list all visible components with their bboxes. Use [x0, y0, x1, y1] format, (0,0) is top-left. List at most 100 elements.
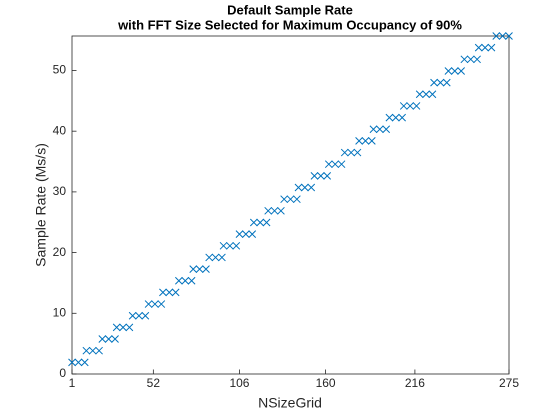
- marker: [367, 137, 376, 145]
- marker: [492, 32, 501, 40]
- marker: [205, 253, 214, 262]
- marker: [111, 335, 119, 343]
- marker: [249, 218, 258, 227]
- marker: [460, 55, 469, 64]
- marker: [175, 276, 183, 285]
- marker: [415, 90, 424, 99]
- y-tick-label: 50: [53, 63, 67, 77]
- marker: [498, 32, 507, 40]
- marker: [316, 172, 325, 180]
- chart-title: Default Sample Rate: [227, 2, 353, 17]
- marker: [226, 241, 234, 250]
- marker: [347, 148, 355, 157]
- marker: [104, 335, 113, 343]
- marker: [422, 90, 430, 99]
- marker: [241, 230, 250, 238]
- marker: [157, 300, 166, 308]
- marker: [436, 78, 445, 87]
- marker: [375, 125, 384, 134]
- marker: [218, 253, 226, 262]
- x-tick-label: 52: [147, 376, 161, 390]
- x-tick-label: 216: [405, 376, 425, 390]
- marker: [125, 323, 134, 332]
- marker: [270, 206, 279, 215]
- y-tick-label: 0: [59, 366, 66, 380]
- marker: [442, 78, 451, 87]
- marker: [286, 195, 295, 204]
- marker: [355, 137, 363, 145]
- marker: [481, 43, 489, 52]
- marker: [189, 265, 198, 273]
- marker: [487, 43, 496, 52]
- x-axis-label: NSizeGrid: [258, 395, 322, 411]
- x-tick-label: 1: [69, 376, 76, 390]
- marker: [248, 230, 257, 238]
- marker: [165, 288, 174, 297]
- y-axis-label: Sample Rate (Ms/s): [33, 143, 49, 267]
- marker: [474, 43, 483, 52]
- x-tick-label: 160: [316, 376, 336, 390]
- marker: [412, 102, 421, 110]
- marker: [128, 311, 137, 320]
- marker: [428, 90, 437, 99]
- marker: [68, 358, 76, 367]
- marker: [466, 55, 475, 64]
- marker: [202, 265, 210, 273]
- marker: [181, 276, 190, 285]
- y-tick-label: 10: [53, 305, 67, 319]
- marker: [232, 241, 241, 250]
- marker: [159, 288, 167, 297]
- marker: [307, 183, 316, 192]
- y-tick-label: 30: [53, 184, 67, 198]
- marker: [353, 148, 362, 157]
- axes-box: [71, 35, 510, 375]
- marker: [171, 288, 180, 297]
- marker: [80, 358, 89, 367]
- marker: [195, 265, 204, 273]
- marker: [399, 102, 408, 110]
- marker: [135, 311, 143, 320]
- marker: [144, 300, 153, 308]
- marker: [369, 125, 378, 134]
- y-tick-label: 40: [53, 123, 67, 137]
- marker: [301, 183, 309, 192]
- marker: [385, 113, 394, 122]
- marker: [151, 300, 159, 308]
- marker: [82, 346, 91, 355]
- marker: [235, 230, 244, 238]
- marker: [88, 346, 97, 355]
- marker: [294, 183, 303, 192]
- marker: [256, 218, 265, 227]
- marker: [323, 172, 332, 180]
- marker: [444, 67, 453, 75]
- marker: [141, 311, 150, 320]
- marker: [331, 160, 340, 169]
- marker: [406, 102, 414, 110]
- marker: [382, 125, 391, 134]
- marker: [293, 195, 301, 204]
- marker: [505, 32, 513, 40]
- marker: [430, 78, 438, 87]
- marker: [457, 67, 466, 75]
- y-tick-label: 20: [53, 245, 67, 259]
- marker: [74, 358, 83, 367]
- x-tick-label: 275: [499, 376, 519, 390]
- chart-subtitle: with FFT Size Selected for Maximum Occup…: [117, 17, 462, 32]
- marker: [398, 113, 406, 122]
- marker: [112, 323, 121, 332]
- marker: [211, 253, 220, 262]
- marker: [340, 148, 349, 157]
- marker: [337, 160, 346, 169]
- x-tick-label: 106: [229, 376, 249, 390]
- marker: [280, 195, 288, 204]
- marker: [264, 206, 273, 215]
- marker: [310, 172, 319, 180]
- marker: [98, 335, 107, 343]
- marker: [361, 137, 370, 145]
- marker: [187, 276, 196, 285]
- marker: [391, 113, 400, 122]
- marker: [95, 346, 103, 355]
- marker: [262, 218, 271, 227]
- marker: [219, 241, 228, 250]
